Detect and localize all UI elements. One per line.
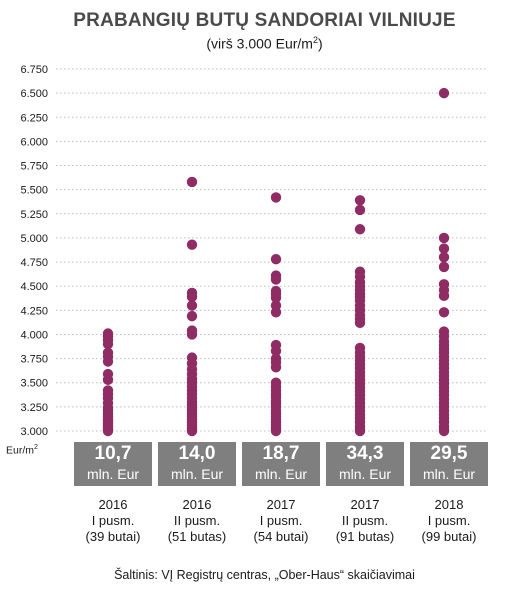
category-period: I pusm. xyxy=(91,513,135,528)
total-box-3: 34,3 mln. Eur xyxy=(326,442,404,486)
y-axis-unit: Eur/m2 xyxy=(6,444,38,457)
total-unit: mln. Eur xyxy=(338,466,392,482)
data-point xyxy=(438,232,450,244)
category-label-2: 2017 I pusm. (54 butai) xyxy=(231,497,331,545)
total-value: 29,5 xyxy=(430,443,468,464)
category-year: 2018 xyxy=(434,497,464,512)
y-axis-unit-sup: 2 xyxy=(34,444,38,451)
data-point xyxy=(270,274,282,285)
category-year: 2017 xyxy=(350,497,380,512)
category-count: (91 butas) xyxy=(335,529,395,544)
y-tick-label: 4.750 xyxy=(20,257,48,269)
y-tick-label: 5.500 xyxy=(20,185,48,197)
data-point xyxy=(354,224,366,235)
subtitle-close: ) xyxy=(317,35,323,52)
total-value: 18,7 xyxy=(262,443,300,464)
y-tick-label: 4.500 xyxy=(20,281,48,293)
data-point xyxy=(186,329,198,340)
y-tick-label: 5.750 xyxy=(20,161,48,173)
data-point xyxy=(270,192,282,203)
y-tick-label: 6.250 xyxy=(20,112,48,124)
category-period: II pusm. xyxy=(341,513,389,528)
category-period: II pusm. xyxy=(173,513,221,528)
category-count: (51 butas) xyxy=(167,529,227,544)
y-tick-label: 5.000 xyxy=(20,233,48,245)
data-point xyxy=(438,243,450,254)
category-period: I pusm. xyxy=(259,513,303,528)
y-tick-label: 4.250 xyxy=(20,305,48,317)
data-point xyxy=(186,291,198,303)
data-point xyxy=(438,261,450,273)
data-point xyxy=(186,425,198,437)
category-label-4: 2018 I pusm. (99 butai) xyxy=(399,497,499,545)
y-tick-label: 6.500 xyxy=(20,88,48,100)
y-tick-label: 3.750 xyxy=(20,354,48,366)
data-point xyxy=(270,345,282,357)
subtitle-text: (virš 3.000 Eur/m xyxy=(206,35,313,52)
data-point xyxy=(354,425,366,437)
category-year: 2016 xyxy=(98,497,128,512)
category-year: 2017 xyxy=(266,497,296,512)
y-tick-label: 3.500 xyxy=(20,378,48,390)
total-box-1: 14,0 mln. Eur xyxy=(158,442,236,486)
data-point xyxy=(270,307,282,318)
scatter-plot: 6.750 6.500 6.250 6.000 5.750 5.500 5.250 5.000… xyxy=(20,64,488,438)
category-count: (39 butai) xyxy=(85,529,141,544)
data-point xyxy=(270,253,282,265)
category-label-1: 2016 II pusm. (51 butas) xyxy=(147,497,247,545)
category-count: (99 butai) xyxy=(421,529,477,544)
total-unit: mln. Eur xyxy=(170,466,224,482)
category-label-3: 2017 II pusm. (91 butas) xyxy=(315,497,415,545)
data-point xyxy=(438,252,450,263)
chart-title: PRABANGIŲ BUTŲ SANDORIAI VILNIUJE xyxy=(73,10,456,31)
total-value: 10,7 xyxy=(94,443,132,464)
total-box-2: 18,7 mln. Eur xyxy=(242,442,320,486)
data-point xyxy=(102,374,114,386)
y-tick-label: 5.250 xyxy=(20,209,48,221)
data-point xyxy=(270,292,282,303)
data-point xyxy=(438,87,450,99)
category-period: I pusm. xyxy=(427,513,471,528)
y-tick-label: 3.000 xyxy=(20,426,48,438)
y-tick-label: 6.750 xyxy=(20,64,48,76)
data-point xyxy=(186,300,198,311)
data-point xyxy=(102,356,114,367)
data-point xyxy=(354,204,366,216)
data-point xyxy=(438,425,450,437)
data-point xyxy=(186,176,198,188)
category-count: (54 butai) xyxy=(253,529,309,544)
category-label-0: 2016 I pusm. (39 butai) xyxy=(63,497,163,545)
total-box-4: 29,5 mln. Eur xyxy=(410,442,488,486)
data-point xyxy=(354,317,366,329)
y-tick-label: 6.000 xyxy=(20,136,48,148)
data-point xyxy=(438,290,450,302)
data-point xyxy=(438,307,450,318)
data-point xyxy=(354,195,366,206)
total-unit: mln. Eur xyxy=(86,466,140,482)
data-point xyxy=(270,425,282,437)
category-year: 2016 xyxy=(182,497,212,512)
y-tick-label: 3.250 xyxy=(20,402,48,414)
total-unit: mln. Eur xyxy=(254,466,308,482)
total-box-0: 10,7 mln. Eur xyxy=(74,442,152,486)
y-axis-unit-text: Eur/m xyxy=(6,444,35,457)
data-point xyxy=(102,425,114,437)
chart-subtitle: (virš 3.000 Eur/m2) xyxy=(0,35,529,52)
subtitle-sup: 2 xyxy=(312,35,318,45)
data-point xyxy=(102,338,114,350)
total-value: 34,3 xyxy=(346,443,384,464)
data-point xyxy=(186,239,198,250)
source-note: Šaltinis: VĮ Registrų centras, „Ober-Hau… xyxy=(114,568,415,582)
data-point xyxy=(186,310,198,322)
total-value: 14,0 xyxy=(178,443,216,464)
total-unit: mln. Eur xyxy=(422,466,476,482)
data-point xyxy=(270,362,282,373)
y-tick-label: 4.000 xyxy=(20,329,48,341)
